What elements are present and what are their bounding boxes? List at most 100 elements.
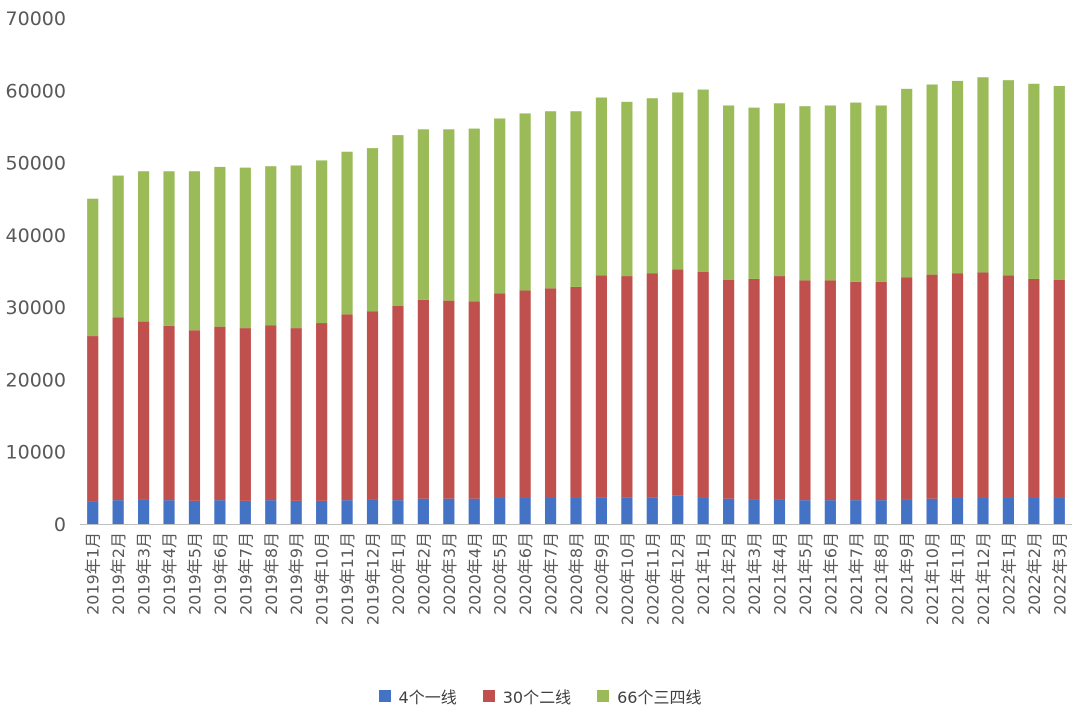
bar-segment-tier1 (341, 500, 353, 524)
bar-segment-tier2 (621, 276, 633, 498)
y-tick-label: 0 (54, 514, 66, 536)
bar-segment-tier2 (214, 326, 226, 501)
bar-segment-tier2 (1028, 278, 1040, 498)
legend-swatch-tier34 (597, 690, 610, 702)
x-tick-label: 2021年3月 (745, 532, 764, 615)
x-tick-label: 2020年8月 (567, 532, 586, 615)
legend-swatch-tier1 (378, 690, 391, 702)
bar-segment-tier1 (519, 497, 531, 524)
bar-segment-tier34 (1002, 80, 1014, 276)
bar-segment-tier34 (316, 160, 328, 324)
x-tick-label: 2019年9月 (287, 532, 306, 615)
x-tick-label: 2021年7月 (847, 532, 866, 615)
bar-segment-tier2 (951, 273, 964, 498)
legend-label-tier34: 66个三四线 (617, 688, 702, 707)
bar-segment-tier1 (137, 499, 150, 524)
bar-segment-tier2 (519, 290, 531, 498)
x-tick-label: 2021年12月 (974, 532, 993, 625)
bar-segment-tier1 (112, 500, 124, 524)
x-tick-label: 2021年10月 (923, 532, 942, 625)
bar-segment-tier1 (1053, 497, 1065, 524)
bar-segment-tier1 (646, 497, 658, 524)
y-tick-label: 20000 (6, 369, 66, 391)
bar-segment-tier34 (494, 118, 506, 294)
bar-segment-tier2 (443, 300, 455, 499)
legend: 4个一线 30个二线 66个三四线 (0, 684, 1080, 708)
y-tick-label: 30000 (6, 297, 66, 319)
y-tick-label: 50000 (6, 153, 66, 175)
bar-segment-tier34 (570, 111, 582, 287)
x-tick-label: 2021年4月 (770, 532, 789, 615)
bar-segment-tier34 (723, 105, 735, 280)
bar-segment-tier2 (799, 280, 811, 501)
bar-segment-tier34 (926, 84, 938, 275)
bar-segment-tier2 (392, 305, 404, 501)
x-tick-label: 2020年6月 (516, 532, 535, 615)
bar-segment-tier34 (137, 171, 150, 322)
bar-segment-tier1 (265, 500, 277, 524)
x-axis-labels: 2019年1月 2019年2月 2019年3月 2019年4月 2019年5月 2019年… (84, 532, 1070, 625)
x-tick-label: 2020年1月 (389, 532, 408, 615)
bar-segment-tier34 (1028, 83, 1040, 279)
bar-segment-tier2 (1053, 279, 1065, 498)
bar-segment-tier1 (977, 497, 989, 524)
bar-segment-tier2 (468, 301, 480, 499)
bar-segment-tier2 (341, 314, 353, 501)
bar-segment-tier1 (316, 500, 328, 524)
y-tick-label: 60000 (6, 80, 66, 102)
bar-segment-tier34 (366, 148, 379, 312)
bar-segment-tier1 (468, 498, 480, 524)
bar-segment-tier34 (214, 166, 226, 327)
bar-segment-tier2 (265, 325, 277, 501)
bar-segment-tier2 (366, 311, 379, 500)
x-tick-label: 2020年5月 (491, 532, 510, 615)
legend-item-tier1: 4个一线 (378, 684, 457, 708)
x-tick-label: 2021年6月 (821, 532, 840, 615)
bar-segment-tier1 (926, 498, 938, 524)
bar-segment-tier2 (723, 279, 735, 499)
bar-segment-tier1 (799, 500, 811, 524)
bar-segment-tier2 (112, 317, 124, 501)
bar-segment-tier34 (951, 80, 964, 274)
bar-segment-tier1 (443, 498, 455, 524)
x-tick-label: 2019年5月 (185, 532, 204, 615)
y-axis-labels: 0 10000 20000 30000 40000 50000 60000 70000 (6, 8, 66, 536)
bar-segment-tier2 (773, 276, 786, 500)
bar-segment-tier34 (519, 113, 531, 291)
bar-segment-tier34 (850, 102, 862, 282)
bar-segment-tier1 (723, 498, 735, 524)
x-tick-label: 2020年9月 (592, 532, 611, 615)
x-tick-label: 2019年3月 (135, 532, 154, 615)
bar-segment-tier2 (494, 293, 506, 498)
x-tick-label: 2022年1月 (999, 532, 1018, 615)
x-tick-label: 2019年4月 (160, 532, 179, 615)
bar-segment-tier34 (163, 171, 175, 326)
bar-segment-tier2 (697, 271, 709, 498)
bar-segment-tier2 (595, 275, 608, 498)
x-tick-label: 2019年8月 (262, 532, 281, 615)
x-tick-label: 2021年9月 (898, 532, 917, 615)
bar-segment-tier1 (544, 497, 557, 524)
bar-segment-tier34 (773, 103, 786, 277)
bar-segment-tier1 (290, 500, 302, 524)
x-tick-label: 2021年2月 (720, 532, 739, 615)
bar-segment-tier1 (850, 500, 862, 524)
x-tick-label: 2020年10月 (618, 532, 637, 625)
bar-segment-tier34 (468, 128, 480, 302)
x-tick-label: 2020年11月 (643, 532, 662, 625)
bars-group (87, 77, 1065, 524)
x-tick-label: 2022年3月 (1050, 532, 1069, 615)
bar-segment-tier34 (265, 166, 277, 326)
bar-segment-tier34 (799, 106, 811, 281)
bar-segment-tier34 (901, 88, 913, 278)
bar-segment-tier2 (570, 286, 582, 498)
bar-segment-tier2 (188, 330, 201, 501)
bar-segment-tier2 (544, 288, 557, 498)
bar-segment-tier34 (595, 97, 608, 276)
bar-segment-tier34 (87, 198, 99, 337)
bar-segment-tier34 (824, 105, 836, 281)
bar-segment-tier1 (875, 500, 887, 524)
bar-segment-tier34 (290, 165, 302, 329)
bar-segment-tier34 (341, 151, 353, 315)
x-tick-label: 2020年3月 (440, 532, 459, 615)
